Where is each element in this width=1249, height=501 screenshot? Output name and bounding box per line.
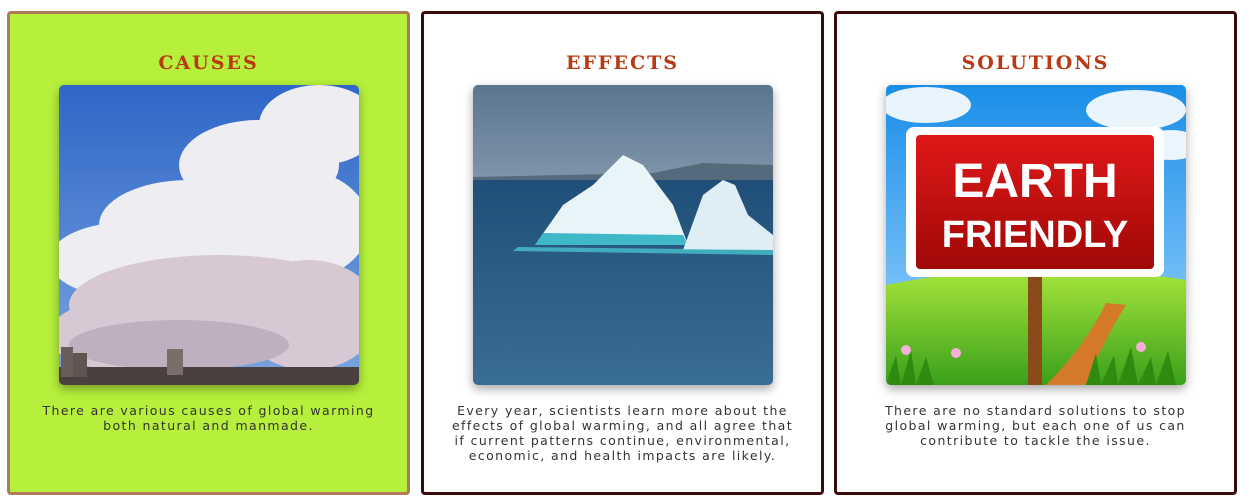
- power-plant-smoke-image: [59, 85, 359, 385]
- solutions-text: There are no standard solutions to stop …: [884, 403, 1187, 448]
- sign-line-friendly: FRIENDLY: [942, 214, 1129, 256]
- sign-line-earth: EARTH: [952, 155, 1117, 208]
- effects-text: Every year, scientists learn more about …: [451, 403, 794, 463]
- effects-title: EFFECTS: [566, 52, 679, 74]
- solutions-title: SOLUTIONS: [961, 52, 1110, 74]
- earth-friendly-sign-image: EARTH FRIENDLY: [886, 85, 1186, 385]
- causes-text: There are various causes of global warmi…: [42, 403, 375, 433]
- causes-card[interactable]: CAUSES: [7, 11, 410, 495]
- iceberg-image: [473, 85, 773, 385]
- causes-title: CAUSES: [158, 52, 259, 74]
- effects-card[interactable]: EFFECTS: [421, 11, 824, 495]
- solutions-card[interactable]: SOLUTIONS: [834, 11, 1237, 495]
